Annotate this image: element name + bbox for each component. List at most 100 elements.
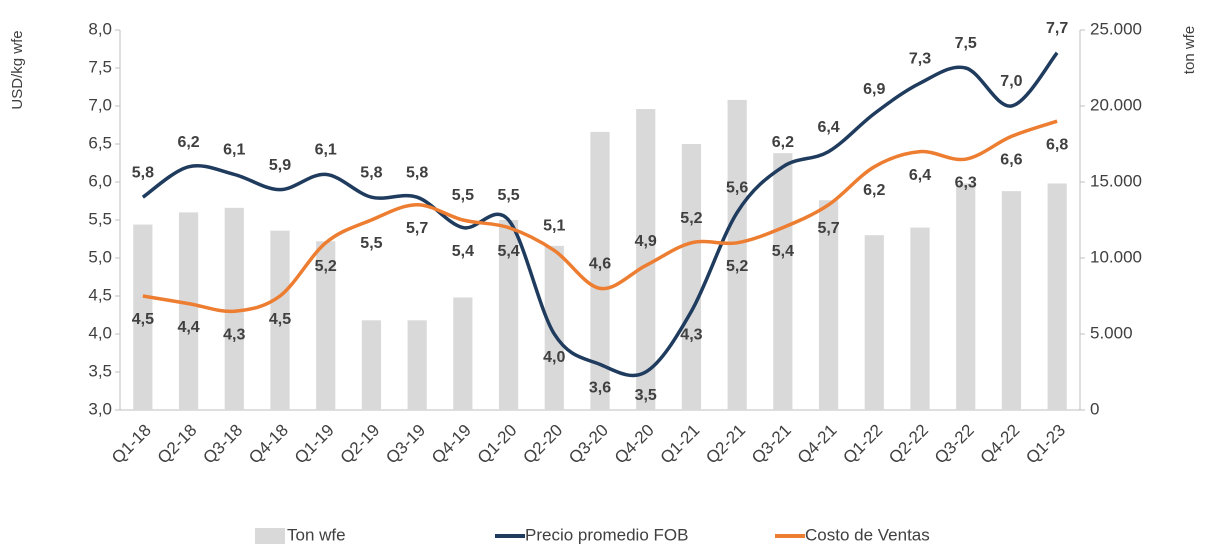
bar bbox=[407, 320, 427, 410]
bar bbox=[270, 230, 290, 410]
data-label: 4,3 bbox=[680, 326, 702, 343]
data-label: 5,5 bbox=[497, 187, 519, 204]
bar bbox=[361, 320, 382, 410]
bar bbox=[453, 297, 473, 410]
legend-swatch bbox=[255, 528, 285, 544]
legend-label: Precio promedio FOB bbox=[525, 525, 688, 544]
data-label: 6,1 bbox=[315, 142, 337, 159]
data-label: 7,7 bbox=[1046, 20, 1068, 37]
data-label: 4,9 bbox=[635, 233, 657, 250]
x-tick-label: Q1-22 bbox=[839, 421, 886, 468]
data-label: 5,9 bbox=[269, 157, 291, 174]
data-label: 4,5 bbox=[269, 311, 291, 328]
data-label: 5,5 bbox=[360, 235, 382, 252]
x-tick-label: Q1-19 bbox=[291, 421, 338, 468]
data-label: 4,0 bbox=[543, 349, 565, 366]
line bbox=[141, 51, 1059, 378]
x-tick-label: Q2-19 bbox=[337, 421, 384, 468]
y-tick-label: 7,0 bbox=[88, 95, 112, 114]
data-label: 6,2 bbox=[772, 134, 794, 151]
y-tick-label: 7,5 bbox=[88, 57, 112, 76]
x-tick-label: Q4-19 bbox=[428, 421, 475, 468]
data-label: 6,2 bbox=[177, 134, 199, 151]
bar bbox=[727, 99, 747, 411]
x-tick-label: Q4-22 bbox=[977, 421, 1024, 468]
x-tick-label: Q1-18 bbox=[108, 421, 155, 468]
x-tick-label: Q2-20 bbox=[519, 421, 566, 468]
data-label: 5,8 bbox=[132, 164, 154, 181]
data-label: 6,4 bbox=[817, 119, 839, 136]
data-label: 5,4 bbox=[452, 243, 474, 260]
data-label: 6,1 bbox=[223, 142, 245, 159]
data-label: 5,1 bbox=[543, 218, 565, 235]
bar bbox=[818, 200, 839, 410]
data-label: 5,7 bbox=[406, 220, 428, 237]
bar bbox=[544, 245, 564, 410]
data-label: 5,2 bbox=[315, 258, 337, 275]
data-label: 5,7 bbox=[817, 220, 839, 237]
bar bbox=[956, 183, 976, 410]
bar bbox=[178, 212, 199, 410]
x-tick-label: Q2-22 bbox=[885, 421, 932, 468]
data-label: 5,2 bbox=[680, 210, 702, 227]
x-tick-label: Q4-21 bbox=[794, 421, 841, 468]
bar bbox=[590, 131, 610, 410]
data-label: 5,8 bbox=[406, 164, 428, 181]
y2-tick-label: 5.000 bbox=[1090, 323, 1133, 342]
data-label: 5,5 bbox=[452, 187, 474, 204]
bar bbox=[636, 109, 656, 410]
x-tick-label: Q2-18 bbox=[154, 421, 201, 468]
x-tick-label: Q4-20 bbox=[611, 421, 658, 468]
bar bbox=[224, 207, 244, 410]
data-label: 4,3 bbox=[223, 326, 245, 343]
y-tick-label: 6,5 bbox=[88, 133, 112, 152]
data-label: 6,8 bbox=[1046, 136, 1068, 153]
y-tick-label: 8,0 bbox=[88, 19, 112, 38]
data-label: 4,4 bbox=[177, 319, 199, 336]
y2-tick-label: 25.000 bbox=[1090, 19, 1142, 38]
x-tick-label: Q3-18 bbox=[199, 421, 246, 468]
x-tick-label: Q1-20 bbox=[474, 421, 521, 468]
y2-tick-label: 20.000 bbox=[1090, 95, 1142, 114]
y2-tick-label: 15.000 bbox=[1090, 171, 1142, 190]
data-label: 4,6 bbox=[589, 256, 611, 273]
x-tick-label: Q3-20 bbox=[565, 421, 612, 468]
y-tick-label: 5,5 bbox=[88, 209, 112, 228]
data-label: 4,5 bbox=[132, 311, 154, 328]
bar bbox=[1047, 183, 1067, 410]
data-label: 6,3 bbox=[955, 174, 977, 191]
bar bbox=[1001, 191, 1022, 410]
line bbox=[142, 119, 1058, 314]
data-label: 7,3 bbox=[909, 50, 931, 67]
bar bbox=[498, 220, 519, 410]
y-tick-label: 4,0 bbox=[88, 323, 112, 342]
x-tick-label: Q4-18 bbox=[245, 421, 292, 468]
x-tick-label: Q1-23 bbox=[1022, 421, 1069, 468]
x-tick-label: Q3-21 bbox=[748, 421, 795, 468]
bar bbox=[133, 224, 153, 410]
data-label: 7,5 bbox=[955, 35, 977, 52]
data-label: 6,2 bbox=[863, 182, 885, 199]
bar bbox=[864, 235, 884, 410]
y2-axis-label: ton wfe bbox=[1181, 26, 1198, 74]
y-tick-label: 4,5 bbox=[88, 285, 112, 304]
legend-label: Ton wfe bbox=[287, 525, 346, 544]
y-tick-label: 5,0 bbox=[88, 247, 112, 266]
data-label: 6,9 bbox=[863, 81, 885, 98]
bar bbox=[910, 227, 930, 410]
data-label: 5,6 bbox=[726, 180, 748, 197]
x-tick-label: Q2-21 bbox=[702, 421, 749, 468]
bar bbox=[316, 241, 336, 410]
y-tick-label: 3,0 bbox=[88, 399, 112, 418]
data-label: 3,6 bbox=[589, 380, 611, 397]
y2-tick-label: 0 bbox=[1090, 399, 1099, 418]
data-label: 3,5 bbox=[635, 387, 657, 404]
x-tick-label: Q1-21 bbox=[657, 421, 704, 468]
x-tick-label: Q3-19 bbox=[382, 421, 429, 468]
y-tick-label: 3,5 bbox=[88, 361, 112, 380]
data-label: 5,4 bbox=[497, 243, 519, 260]
data-label: 6,4 bbox=[909, 167, 931, 184]
y-axis-label: USD/kg wfe bbox=[9, 30, 26, 109]
y-tick-label: 6,0 bbox=[88, 171, 112, 190]
